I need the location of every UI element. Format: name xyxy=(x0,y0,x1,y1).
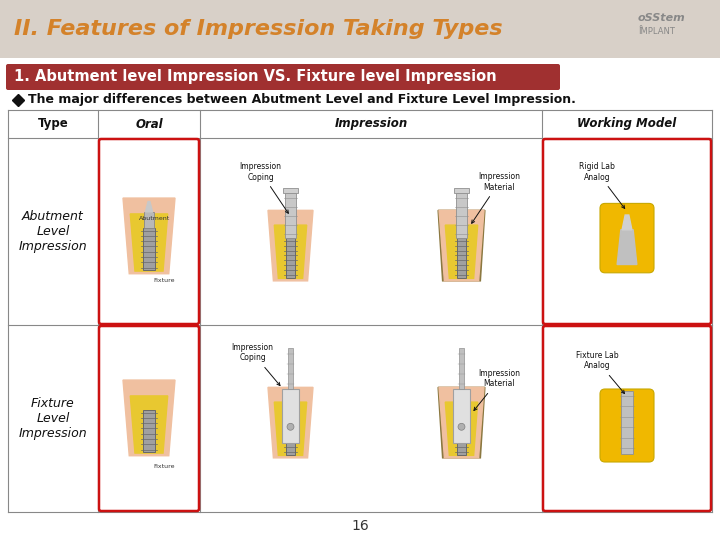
FancyBboxPatch shape xyxy=(456,415,467,455)
Text: 16: 16 xyxy=(351,519,369,533)
Polygon shape xyxy=(438,211,485,281)
Text: Rigid Lab
Analog: Rigid Lab Analog xyxy=(579,162,625,208)
Text: IMPLANT: IMPLANT xyxy=(638,28,675,37)
Polygon shape xyxy=(617,230,637,265)
Text: Fixture
Level
Impression: Fixture Level Impression xyxy=(19,397,87,440)
Text: Abutment
Level
Impression: Abutment Level Impression xyxy=(19,210,87,253)
Text: Fixture Lab
Analog: Fixture Lab Analog xyxy=(576,351,624,394)
FancyBboxPatch shape xyxy=(456,238,467,278)
FancyBboxPatch shape xyxy=(454,188,469,193)
Polygon shape xyxy=(438,387,485,458)
Polygon shape xyxy=(145,201,153,212)
Polygon shape xyxy=(268,387,313,458)
Text: Impression: Impression xyxy=(334,118,408,131)
Text: Fixture: Fixture xyxy=(153,278,174,282)
FancyBboxPatch shape xyxy=(143,228,155,270)
FancyBboxPatch shape xyxy=(285,193,296,238)
FancyBboxPatch shape xyxy=(453,389,470,443)
Text: 1. Abutment level Impression VS. Fixture level Impression: 1. Abutment level Impression VS. Fixture… xyxy=(14,70,497,84)
Polygon shape xyxy=(123,198,175,274)
Text: °: ° xyxy=(638,25,642,35)
FancyBboxPatch shape xyxy=(0,0,720,58)
FancyBboxPatch shape xyxy=(283,188,298,193)
Text: Impression
Coping: Impression Coping xyxy=(240,162,288,213)
Text: Type: Type xyxy=(37,118,68,131)
Polygon shape xyxy=(130,214,168,271)
Circle shape xyxy=(287,423,294,430)
Polygon shape xyxy=(268,211,313,281)
Text: Impression
Material: Impression Material xyxy=(472,172,521,224)
FancyBboxPatch shape xyxy=(600,389,654,462)
Polygon shape xyxy=(445,225,477,279)
Polygon shape xyxy=(130,396,168,453)
Polygon shape xyxy=(439,387,484,458)
FancyBboxPatch shape xyxy=(456,193,467,238)
FancyBboxPatch shape xyxy=(145,212,153,228)
FancyBboxPatch shape xyxy=(600,204,654,273)
FancyBboxPatch shape xyxy=(621,390,633,454)
FancyBboxPatch shape xyxy=(286,415,295,455)
Polygon shape xyxy=(622,215,632,230)
Polygon shape xyxy=(439,211,484,281)
Text: oSStem: oSStem xyxy=(638,13,685,23)
Text: II. Features of Impression Taking Types: II. Features of Impression Taking Types xyxy=(14,19,503,39)
Text: Working Model: Working Model xyxy=(577,118,677,131)
Text: Oral: Oral xyxy=(135,118,163,131)
FancyBboxPatch shape xyxy=(143,410,155,452)
Text: Abutment: Abutment xyxy=(139,215,170,220)
Polygon shape xyxy=(445,402,477,455)
Text: The major differences between Abutment Level and Fixture Level Impression.: The major differences between Abutment L… xyxy=(28,93,576,106)
Polygon shape xyxy=(274,225,307,279)
FancyBboxPatch shape xyxy=(459,348,464,389)
FancyBboxPatch shape xyxy=(286,238,295,278)
Text: Impression
Material: Impression Material xyxy=(474,369,521,410)
FancyBboxPatch shape xyxy=(288,348,293,389)
Text: Fixture: Fixture xyxy=(153,464,174,469)
Circle shape xyxy=(458,423,465,430)
Text: Impression
Coping: Impression Coping xyxy=(232,343,280,386)
Polygon shape xyxy=(123,380,175,456)
FancyBboxPatch shape xyxy=(6,64,560,90)
Polygon shape xyxy=(274,402,307,455)
FancyBboxPatch shape xyxy=(282,389,300,443)
